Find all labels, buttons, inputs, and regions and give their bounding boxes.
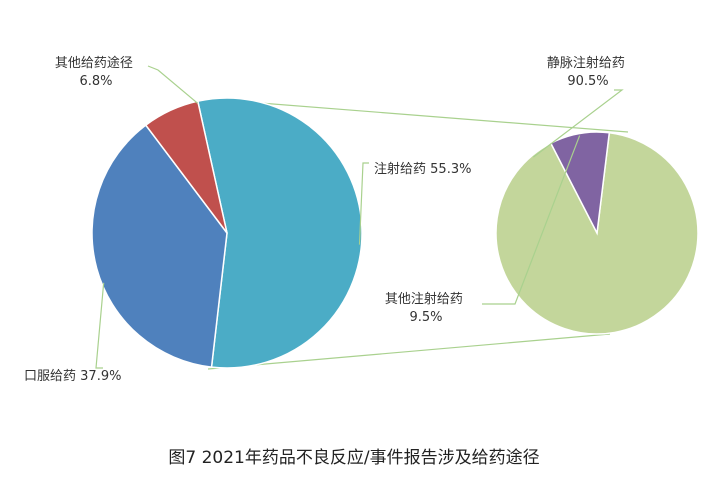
leader-line-intravenous bbox=[533, 89, 624, 158]
main-slice-0 bbox=[196, 97, 363, 369]
label-oral: 口服给药 37.9% bbox=[24, 369, 121, 384]
main-slice-2 bbox=[144, 100, 228, 234]
leader-line-oral bbox=[95, 282, 105, 369]
main-slice-1 bbox=[91, 124, 228, 368]
label-other-injection: 其他注射给药 9.5% bbox=[385, 291, 467, 325]
label-other-routes: 其他给药途径 6.8% bbox=[55, 55, 137, 89]
connector-line-bottom bbox=[207, 333, 611, 370]
leader-lines bbox=[95, 65, 624, 369]
secondary-pie bbox=[495, 131, 699, 335]
leader-line-injection bbox=[358, 162, 369, 245]
leader-line-other-routes bbox=[147, 65, 199, 104]
connector-lines bbox=[207, 98, 629, 370]
leader-line-other-injection bbox=[482, 135, 581, 305]
label-intravenous: 静脉注射给药 90.5% bbox=[547, 55, 629, 89]
figure-caption: 图7 2021年药品不良反应/事件报告涉及给药途径 bbox=[168, 448, 539, 468]
main-pie bbox=[91, 97, 363, 369]
label-injection: 注射给药 55.3% bbox=[374, 161, 471, 177]
connector-line-top bbox=[209, 98, 629, 133]
